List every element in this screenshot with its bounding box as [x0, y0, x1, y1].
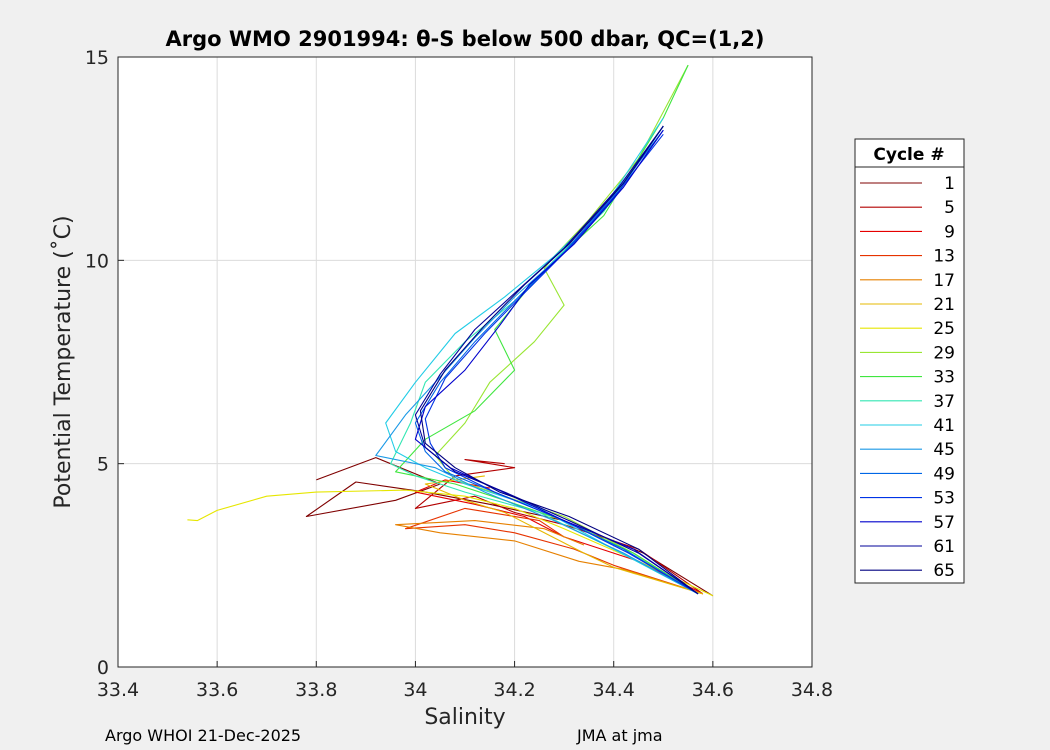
legend-label-17: 17: [933, 271, 955, 291]
series-line-cycle-33: [395, 64, 699, 595]
legend-label-25: 25: [933, 319, 955, 339]
axes-box: [117, 56, 813, 668]
x-axis-label: Salinity: [424, 705, 505, 730]
legend-label-37: 37: [933, 392, 955, 412]
chart-title: Argo WMO 2901994: θ-S below 500 dbar, QC…: [166, 27, 765, 51]
legend-label-45: 45: [933, 440, 955, 460]
legend-label-29: 29: [933, 343, 955, 363]
legend-label-5: 5: [944, 198, 955, 218]
series-line-cycle-25: [187, 489, 714, 597]
x-tick-label: 33.6: [196, 679, 238, 701]
x-tick-label: 34.2: [493, 679, 535, 701]
x-tick-label: 34.4: [593, 679, 635, 701]
plot-area: [118, 57, 812, 667]
x-tick-label: 33.8: [295, 679, 337, 701]
series-line-cycle-5: [414, 459, 704, 595]
series-line-cycle-41: [385, 117, 699, 595]
y-axis-label: Potential Temperature (˚C): [51, 215, 76, 508]
series-line-cycle-13: [404, 507, 704, 595]
series-line-cycle-57: [414, 129, 699, 595]
legend: Cycle # 1 5 9 13 17 21 25 29 33 37 41 45 49 53 57 61 65: [854, 138, 965, 584]
y-tick-label: 10: [85, 250, 109, 272]
y-tick-label: 5: [97, 454, 109, 476]
footer-right: JMA at jma: [576, 726, 663, 745]
legend-label-21: 21: [933, 295, 955, 315]
legend-label-53: 53: [933, 489, 955, 509]
x-tick-label: 34: [403, 679, 427, 701]
x-tick-label: 34.6: [692, 679, 734, 701]
legend-title: Cycle #: [873, 145, 944, 165]
legend-label-41: 41: [933, 416, 955, 436]
legend-label-65: 65: [933, 561, 955, 581]
legend-label-33: 33: [933, 368, 955, 388]
x-tick-label: 33.4: [97, 679, 139, 701]
legend-box: [854, 138, 965, 584]
series-group: [187, 64, 714, 597]
series-line-cycle-17: [395, 520, 704, 595]
x-tick-label: 34.8: [791, 679, 833, 701]
tick-labels: 33.4 33.6 33.8 34 34.2 34.4 34.6 34.8 0 5 10 15: [85, 47, 833, 701]
footer-left: Argo WHOI 21-Dec-2025: [105, 726, 301, 745]
legend-label-1: 1: [944, 174, 955, 194]
legend-label-49: 49: [933, 464, 955, 484]
legend-label-13: 13: [933, 247, 955, 267]
legend-label-57: 57: [933, 513, 955, 533]
series-line-cycle-21: [424, 475, 704, 595]
series-line-cycle-65: [419, 125, 699, 595]
legend-label-61: 61: [933, 537, 955, 557]
y-tick-label: 15: [85, 47, 109, 69]
y-tick-label: 0: [97, 657, 109, 679]
legend-label-9: 9: [944, 222, 955, 242]
series-line-cycle-37: [390, 125, 699, 595]
